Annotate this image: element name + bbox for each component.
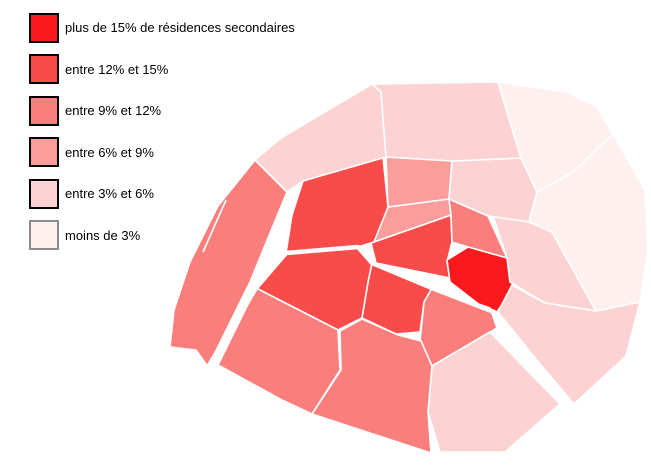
legend-item: entre 3% et 6%	[29, 178, 154, 209]
arrondissement-16	[169, 159, 288, 368]
legend-label: plus de 15% de résidences secondaires	[65, 20, 295, 35]
arrondissement-9	[385, 156, 453, 208]
legend-item: entre 12% et 15%	[29, 54, 169, 84]
arrondissement-20	[528, 133, 649, 312]
legend-item: moins de 3%	[29, 220, 141, 250]
legend-label: entre 6% et 9%	[65, 144, 154, 160]
arrondissement-18	[371, 81, 522, 162]
arrondissement-15	[217, 287, 341, 415]
legend-item: plus de 15% de résidences secondaires	[29, 12, 295, 43]
arrondissement-8	[285, 156, 389, 254]
legend-swatch	[29, 95, 59, 126]
legend-swatch	[29, 137, 59, 167]
legend-swatch	[29, 12, 59, 43]
legend-item: entre 6% et 9%	[29, 137, 154, 167]
legend-label: entre 12% et 15%	[65, 61, 169, 77]
legend-swatch	[29, 54, 59, 84]
legend-label: moins de 3%	[65, 227, 141, 243]
arrondissement-16-inner-line	[202, 199, 227, 253]
legend-swatch	[29, 178, 59, 209]
legend-swatch	[29, 220, 59, 250]
legend-label: entre 3% et 6%	[65, 186, 154, 201]
legend-item: entre 9% et 12%	[29, 95, 162, 126]
legend-label: entre 9% et 12%	[65, 103, 162, 118]
seine-river-gap	[205, 244, 575, 407]
